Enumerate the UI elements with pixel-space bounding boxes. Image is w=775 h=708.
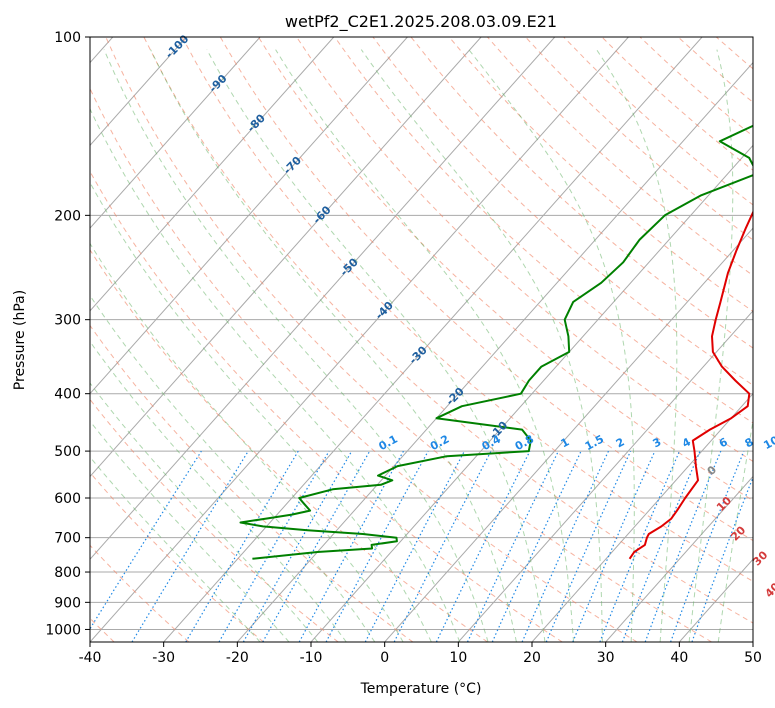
plot-frame [89, 36, 754, 643]
dry-adiabat-line [219, 37, 753, 542]
isotherm-line [531, 392, 753, 642]
dry-adiabat-line [257, 37, 753, 502]
y-tick-label: 300 [54, 313, 81, 329]
isotherm-line [90, 37, 482, 478]
x-tick-label: -10 [300, 650, 323, 666]
mixing-ratio-line [435, 450, 531, 642]
y-axis: 100 200 300 400 500 600 700 800 900 1000 [45, 30, 90, 638]
moist-adiabat-line [90, 294, 376, 642]
moist-adiabat-line [360, 49, 603, 642]
moist-adiabat-line [90, 242, 404, 642]
moist-adiabat-line [688, 49, 734, 642]
mixing-ratio-line [545, 450, 632, 642]
isotherm-line [90, 37, 187, 147]
moist-adiabat-line [103, 49, 489, 642]
isotherm-line [384, 227, 753, 642]
x-tick-label: -30 [152, 650, 175, 666]
y-tick-label: 200 [54, 208, 81, 224]
y-tick-label: 600 [54, 491, 81, 507]
mixing-ratio-line [521, 450, 610, 642]
y-tick-label: 1000 [45, 622, 81, 638]
moist-adiabat-line [90, 181, 432, 642]
x-tick-label: -20 [226, 650, 249, 666]
dry-adiabat-line [448, 37, 753, 313]
x-tick-label: -40 [79, 650, 102, 666]
mixing-ratio-line [670, 450, 745, 642]
isotherm-line [90, 37, 261, 229]
isotherm-line [90, 37, 556, 560]
moist-adiabat-line [90, 420, 290, 642]
mixing-ratio-label: 10 [761, 433, 775, 452]
moist-adiabat-line [90, 107, 461, 642]
x-tick-label: 30 [597, 650, 615, 666]
mixing-ratio-line [393, 450, 492, 642]
dry-adiabat-line [90, 471, 264, 642]
dry-adiabat-line [105, 37, 712, 642]
mixing-ratio-line [298, 450, 405, 642]
background-lines [90, 37, 753, 642]
y-tick-label: 400 [54, 387, 81, 403]
dry-adiabat-line [90, 87, 638, 642]
y-tick-label: 100 [54, 30, 81, 46]
moist-adiabat-line [468, 49, 635, 642]
moist-adiabat-line [90, 456, 261, 642]
isotherm-line [605, 475, 753, 642]
x-axis-label: Temperature (°C) [360, 681, 482, 697]
mixing-ratio-line [90, 450, 202, 630]
mixing-ratio-line [691, 475, 753, 642]
y-tick-label: 700 [54, 531, 81, 547]
mixing-ratio-line [131, 450, 249, 642]
isotherm-line [163, 37, 703, 642]
mixing-ratio-line [325, 450, 429, 642]
x-tick-label: 40 [670, 650, 688, 666]
isotherm-line [90, 37, 408, 395]
y-axis-label: Pressure (hPa) [12, 290, 28, 390]
y-tick-label: 800 [54, 565, 81, 581]
chart-title: wetPf2_C2E1.2025.208.03.09.E21 [285, 12, 557, 32]
x-tick-label: 50 [744, 650, 762, 666]
dewpoint-profile-line [239, 124, 753, 560]
mixing-ratio-line [242, 450, 353, 642]
profile-lines [239, 124, 753, 560]
moist-adiabat-line [275, 49, 575, 642]
dry-adiabat-line [90, 248, 488, 642]
moist-adiabat-line [717, 418, 753, 642]
moist-adiabat-line [596, 49, 678, 642]
isotherm-line [457, 310, 753, 642]
moist-adiabat-line [150, 49, 517, 642]
mixing-ratio-line [262, 450, 371, 642]
isotherm-line [90, 37, 335, 312]
temperature-profile-line [628, 209, 753, 560]
mixing-ratio-line [621, 450, 701, 642]
mixing-ratio-line [599, 450, 681, 642]
x-tick-label: 20 [523, 650, 541, 666]
dry-adiabat-line [143, 37, 753, 624]
mixing-ratio-line [572, 450, 656, 642]
x-tick-label: 0 [380, 650, 389, 666]
isotherm-line [236, 61, 753, 642]
isotherm-line [90, 37, 629, 642]
mixing-ratio-line [644, 450, 722, 642]
dry-adiabat-line [90, 170, 563, 642]
dry-adiabat-line [181, 37, 753, 582]
y-tick-label: 500 [54, 444, 81, 460]
x-axis: -40 -30 -20 -10 0 10 20 30 40 50 [79, 642, 762, 666]
y-tick-label: 900 [54, 595, 81, 611]
x-tick-label: 10 [449, 650, 467, 666]
dry-adiabat-line [372, 37, 753, 386]
